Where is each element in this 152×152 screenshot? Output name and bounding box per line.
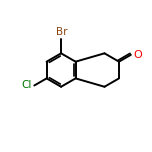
Text: Cl: Cl xyxy=(22,81,32,90)
Text: Br: Br xyxy=(56,27,67,37)
Text: O: O xyxy=(133,50,142,60)
